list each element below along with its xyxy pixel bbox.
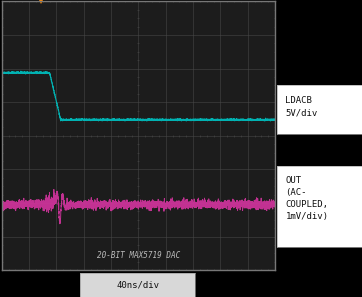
Text: OUT
(AC-
COUPLED,
1mV/div): OUT (AC- COUPLED, 1mV/div) <box>285 176 328 221</box>
Text: 40ns/div: 40ns/div <box>116 281 159 290</box>
Text: 20-BIT MAX5719 DAC: 20-BIT MAX5719 DAC <box>97 250 180 260</box>
Text: LDACB
5V/div: LDACB 5V/div <box>285 96 318 117</box>
